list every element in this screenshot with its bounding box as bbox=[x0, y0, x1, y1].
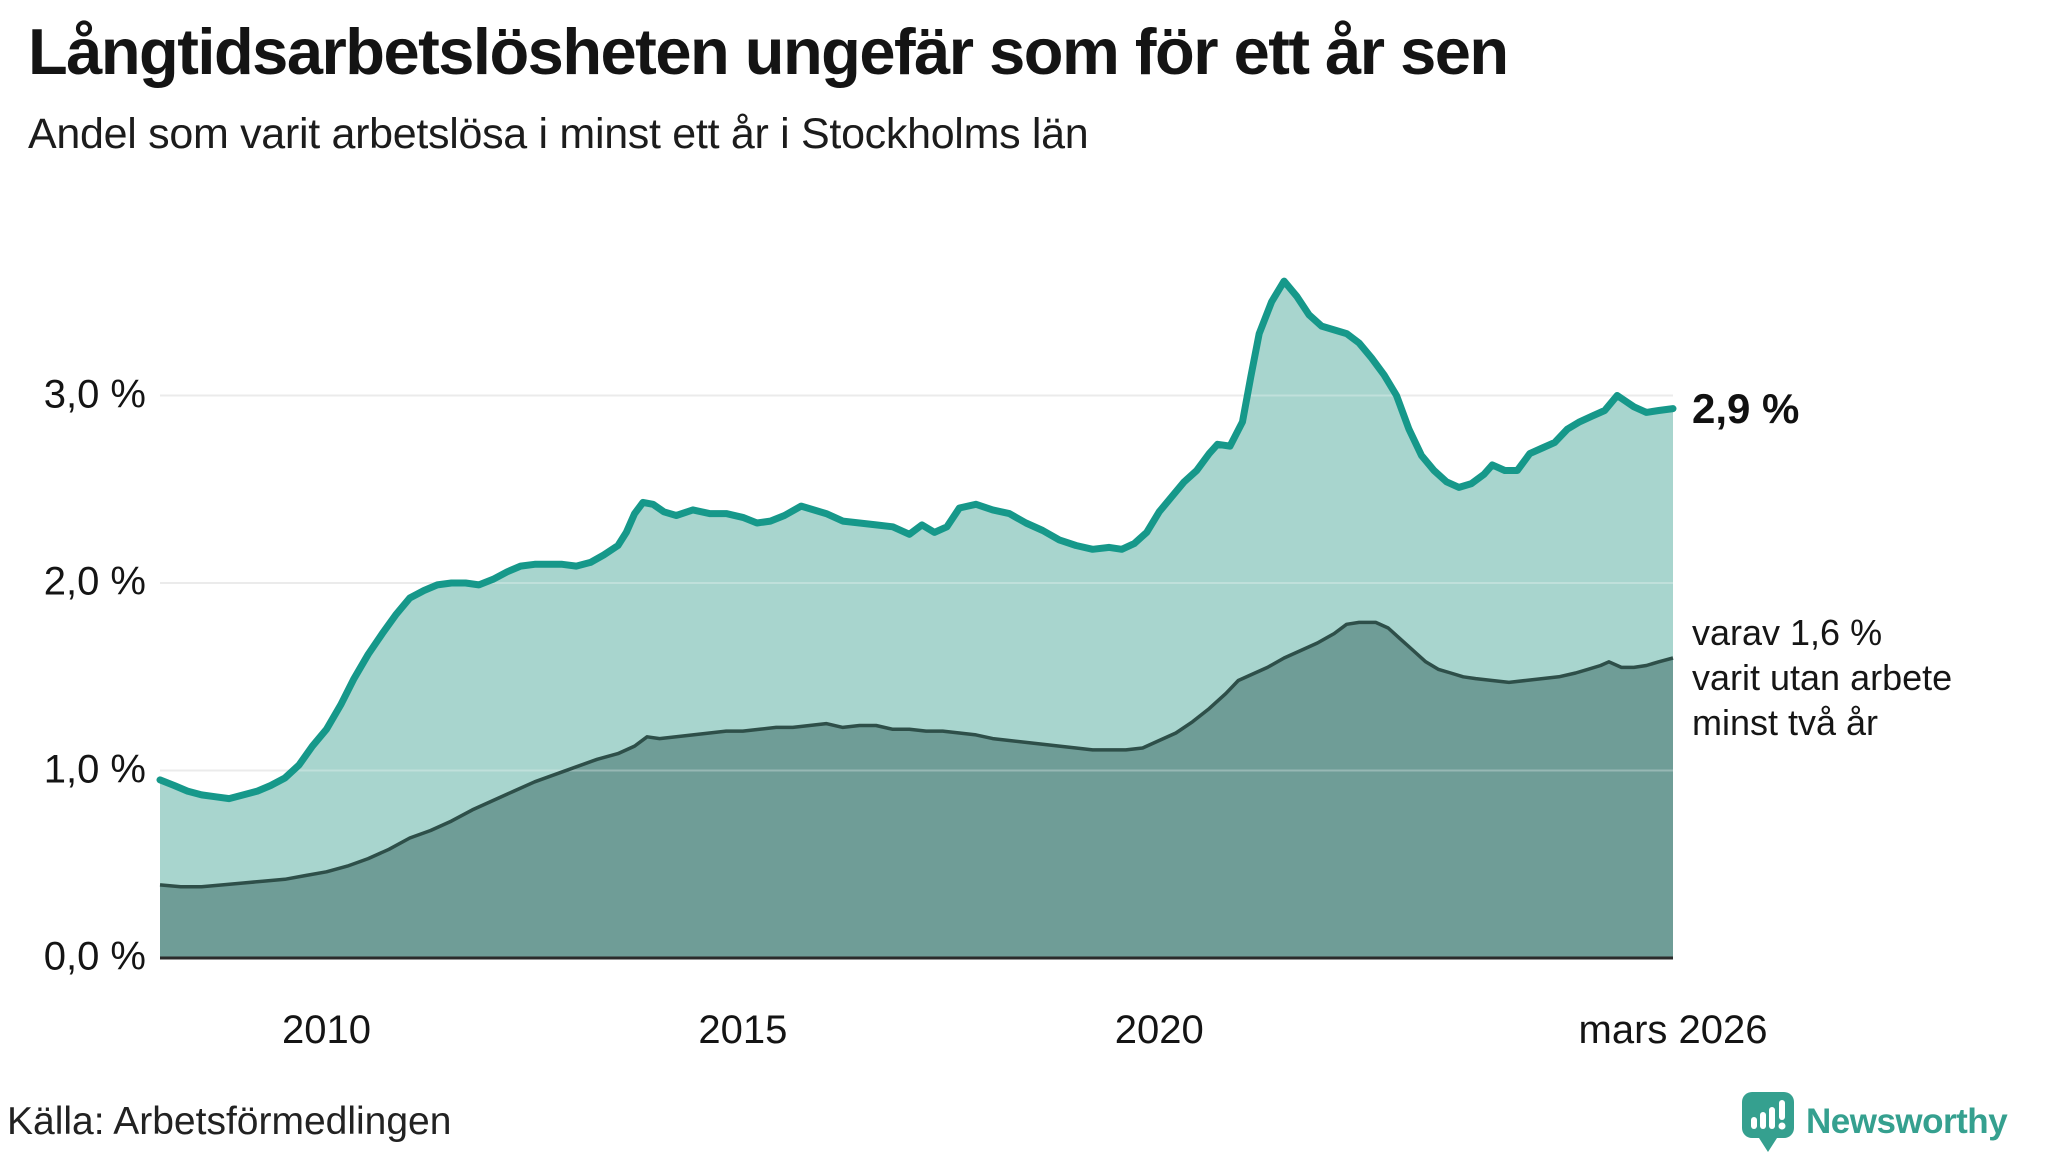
area-two-years bbox=[160, 622, 1673, 958]
y-tick-label: 0,0 % bbox=[43, 934, 146, 979]
end-value-label-total: 2,9 % bbox=[1692, 384, 1800, 432]
annotation-line-2: varit utan arbete bbox=[1692, 657, 1953, 698]
annotation-line-3: minst två år bbox=[1692, 702, 1879, 743]
y-tick-label: 1,0 % bbox=[43, 747, 146, 792]
y-tick-label: 2,0 % bbox=[43, 559, 146, 604]
page-subtitle: Andel som varit arbetslösa i minst ett å… bbox=[28, 110, 1089, 158]
annotation-line-1: varav 1,6 % bbox=[1692, 612, 1883, 653]
page-title: Långtidsarbetslösheten ungefär som för e… bbox=[28, 15, 1509, 88]
newsworthy-pin-icon bbox=[1742, 1092, 1794, 1152]
end-value-label-two-years: varav 1,6 % varit utan arbete minst två … bbox=[1692, 610, 1952, 745]
line-total-one-year bbox=[156, 277, 1677, 803]
source-attribution: Källa: Arbetsförmedlingen bbox=[7, 1100, 452, 1143]
line-two-years bbox=[159, 620, 1674, 889]
newsworthy-logo: Newsworthy bbox=[1742, 1092, 2008, 1152]
x-tick-label: mars 2026 bbox=[1578, 1008, 1768, 1052]
y-tick-label: 3,0 % bbox=[43, 372, 146, 417]
x-tick-label: 2020 bbox=[1114, 1008, 1204, 1052]
x-tick-label: 2015 bbox=[698, 1008, 788, 1052]
newsworthy-logo-text: Newsworthy bbox=[1806, 1102, 2008, 1141]
x-tick-label: 2010 bbox=[282, 1008, 372, 1052]
